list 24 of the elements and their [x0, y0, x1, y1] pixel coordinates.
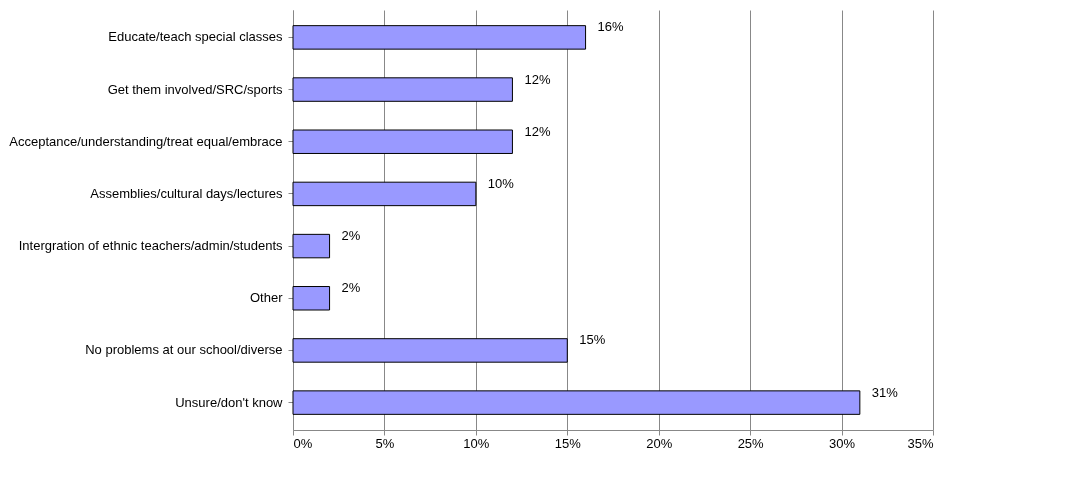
x-tick-label: 5%	[375, 435, 395, 451]
data-label: 31%	[871, 384, 899, 400]
x-tick-label: 15%	[554, 435, 582, 451]
x-tick-label: 0%	[293, 435, 313, 451]
y-tick-label: Intergration of ethnic teachers/admin/students	[18, 238, 283, 254]
y-tick-label: No problems at our school/diverse	[85, 342, 283, 358]
y-tick-label: Educate/teach special classes	[108, 29, 283, 45]
data-label: 16%	[597, 19, 625, 35]
y-tick-label: Unsure/don't know	[175, 394, 284, 410]
x-tick-label: 20%	[646, 435, 673, 451]
y-tick-label: Assemblies/cultural days/lectures	[90, 185, 283, 201]
x-tick-label: 10%	[463, 435, 490, 451]
y-tick-label: Other	[249, 290, 284, 306]
y-tick-label: Acceptance/understanding/treat equal/embrace	[9, 133, 283, 149]
x-tick-label: 35%	[907, 435, 934, 451]
y-tick-label: Get them involved/SRC/sports	[107, 81, 283, 97]
x-tick-label: 25%	[737, 435, 765, 451]
data-label: 15%	[579, 332, 606, 348]
data-label: 12%	[524, 71, 551, 87]
x-tick-label: 30%	[829, 435, 856, 451]
data-label: 2%	[341, 280, 361, 296]
data-label: 12%	[524, 123, 551, 139]
data-label: 10%	[487, 175, 515, 191]
data-label: 2%	[341, 228, 361, 244]
